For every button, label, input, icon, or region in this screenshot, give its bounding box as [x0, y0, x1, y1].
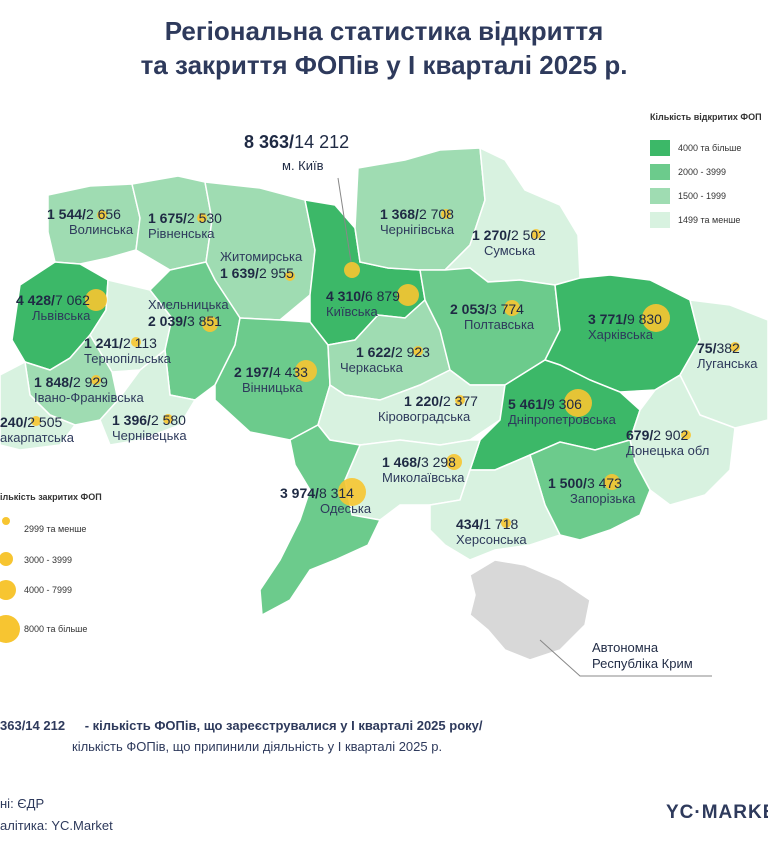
note-line-2: кількість ФОПів, що припинили діяльність…	[72, 739, 443, 754]
region-label-chernivetska: 1 396/2 580 Чернівецька	[112, 412, 187, 443]
closed-bubble-ternopilska	[131, 337, 141, 347]
closed-bubble-rivnenska	[197, 213, 207, 223]
legend-closed-bubbles	[0, 517, 20, 643]
legend-bubble-small	[2, 517, 10, 525]
region-khersonska	[429, 453, 562, 561]
region-label-chernihivska: 1 368/2 708 Чернігівська	[380, 206, 455, 237]
region-label-ivanofrankivska: 1 848/2 929 Івано-Франківська	[34, 374, 144, 405]
closed-bubble-chernivetska	[163, 414, 173, 424]
yc-market-logo: YC·MARKET	[666, 802, 768, 823]
closed-bubbles	[31, 209, 740, 528]
closed-bubble-khersonska	[501, 518, 511, 528]
region-label-dnipropetrovska: 5 461/9 306 Дніпропетровська	[508, 396, 616, 427]
legend-closed-item: 3000 - 3999	[24, 555, 73, 565]
explanation-note: 363/14 212 - кількість ФОПів, що зареєст…	[0, 718, 483, 754]
closed-bubble-ivanofrankivska	[91, 375, 101, 385]
region-label-kharkivska: 3 771/9 830 Харківська	[588, 311, 662, 342]
closed-bubble-luhanska	[730, 342, 740, 352]
region-label-rivnenska: 1 675/2 530 Рівненська	[148, 210, 222, 241]
legend-bubble-xlarge	[0, 615, 20, 643]
region-label-poltavska: 2 053/3 774 Полтавська	[450, 301, 535, 332]
note-example: 363/14 212	[0, 718, 66, 733]
kyiv-callout-line	[337, 177, 353, 269]
region-volynska	[47, 183, 141, 265]
region-label-khmelnytska: Хмельницька 2 039/3 851	[148, 297, 229, 329]
region-odeska	[259, 424, 382, 617]
title-line-1: Регіональна статистика відкриття	[164, 16, 604, 46]
legend-closed-item: 2999 та менше	[24, 524, 87, 534]
note-line-1: - кількість ФОПів, що зареєструвалися у …	[84, 718, 483, 733]
region-label-cherkaska: 1 622/2 923 Черкаська	[340, 344, 430, 375]
source-text: ні: ЄДР	[0, 796, 45, 811]
region-label-zaporizka: 1 500/3 473 Запорізька	[548, 475, 636, 506]
legend-opened-item: 1499 та менше	[650, 208, 762, 232]
region-label-ternopilska: 1 241/2 113 Тернопільська	[84, 335, 171, 366]
region-label-zhytomyrska: Житомирська 1 639/2 955	[220, 249, 303, 281]
legend-opened-item: 4000 та більше	[650, 136, 762, 160]
legend-closed-title: ількість закритих ФОП	[0, 492, 102, 502]
legend-closed-item: 8000 та більше	[24, 624, 88, 634]
region-label-kyivska: 4 310/6 879 Київська	[326, 288, 400, 319]
closed-bubble-mykolaivska	[446, 454, 462, 470]
legend-bubble-large	[0, 580, 16, 600]
legend-closed: ількість закритих ФОП 2999 та менше 3000…	[0, 492, 120, 652]
kyiv-city-name: м. Київ	[282, 158, 324, 173]
legend-opened-title: Кількість відкритих ФОП	[650, 112, 762, 122]
legend-opened: Кількість відкритих ФОП 4000 та більше 2…	[650, 112, 762, 232]
closed-bubble-chernihivska	[441, 209, 451, 219]
closed-bubble-zakarpatska	[31, 416, 41, 426]
closed-bubble-zaporizka	[604, 474, 620, 490]
closed-bubble-khmelnytska	[202, 316, 218, 332]
crimea-label: Автономна Республіка Крим	[592, 640, 693, 671]
closed-bubble-vinnytska	[295, 360, 317, 382]
closed-bubble-poltavska	[504, 300, 520, 316]
closed-bubble-volynska	[97, 210, 107, 220]
closed-bubble-kirovohradska	[455, 395, 465, 405]
region-label-khersonska: 434/1 718 Херсонська	[456, 516, 527, 547]
crimea-callout-line	[539, 639, 712, 677]
region-label-lvivska: 4 428/7 062 Львівська	[16, 292, 91, 323]
legend-opened-item: 1500 - 1999	[650, 184, 762, 208]
legend-opened-item: 2000 - 3999	[650, 160, 762, 184]
analytics-text: алітика: YC.Market	[0, 818, 113, 833]
closed-bubble-cherkaska	[413, 346, 423, 356]
region-label-vinnytska: 2 197/4 433 Вінницька	[234, 364, 308, 395]
closed-bubble-dnipropetrovska	[564, 389, 592, 417]
region-label-mykolaivska: 1 468/3 298 Миколаївська	[382, 454, 465, 485]
kyiv-city-open: 8 363	[244, 132, 290, 152]
closed-bubble-donetska	[681, 430, 691, 440]
legend-bubble-medium	[0, 552, 13, 566]
closed-bubble-kyivska	[397, 284, 419, 306]
region-zakarpatska	[0, 360, 77, 451]
closed-bubble-lvivska	[85, 289, 107, 311]
title-line-2: та закриття ФОПів у І кварталі 2025 р.	[140, 50, 628, 80]
legend-closed-item: 4000 - 7999	[24, 585, 73, 595]
region-label-sumska: 1 270/2 502 Сумська	[472, 227, 546, 258]
closed-bubble-sumska	[531, 229, 541, 239]
region-label-odeska: 3 974/8 314 Одеська	[280, 485, 372, 516]
region-label-luhanska: 75/382 Луганська	[697, 340, 758, 371]
closed-bubble-zhytomyrska	[285, 271, 295, 281]
region-label-zakarpatska: 240/2 505 акарпатська	[0, 414, 74, 445]
kyiv-city-label: 8 363/14 212	[244, 132, 350, 152]
page-title: Регіональна статистика відкриття та закр…	[0, 14, 768, 82]
closed-bubble-kharkivska	[642, 304, 670, 332]
region-label-donetska: 679/2 902 Донецька обл	[626, 427, 710, 458]
kyiv-city-closed: 14 212	[294, 132, 350, 152]
region-label-kirovohradska: 1 220/2 377 Кіровоградська	[378, 393, 478, 424]
region-crimea	[469, 559, 591, 661]
region-label-volynska: 1 544/2 656 Волинська	[47, 206, 134, 237]
kyiv-city-marker	[344, 262, 360, 278]
closed-bubble-odeska	[338, 478, 366, 506]
